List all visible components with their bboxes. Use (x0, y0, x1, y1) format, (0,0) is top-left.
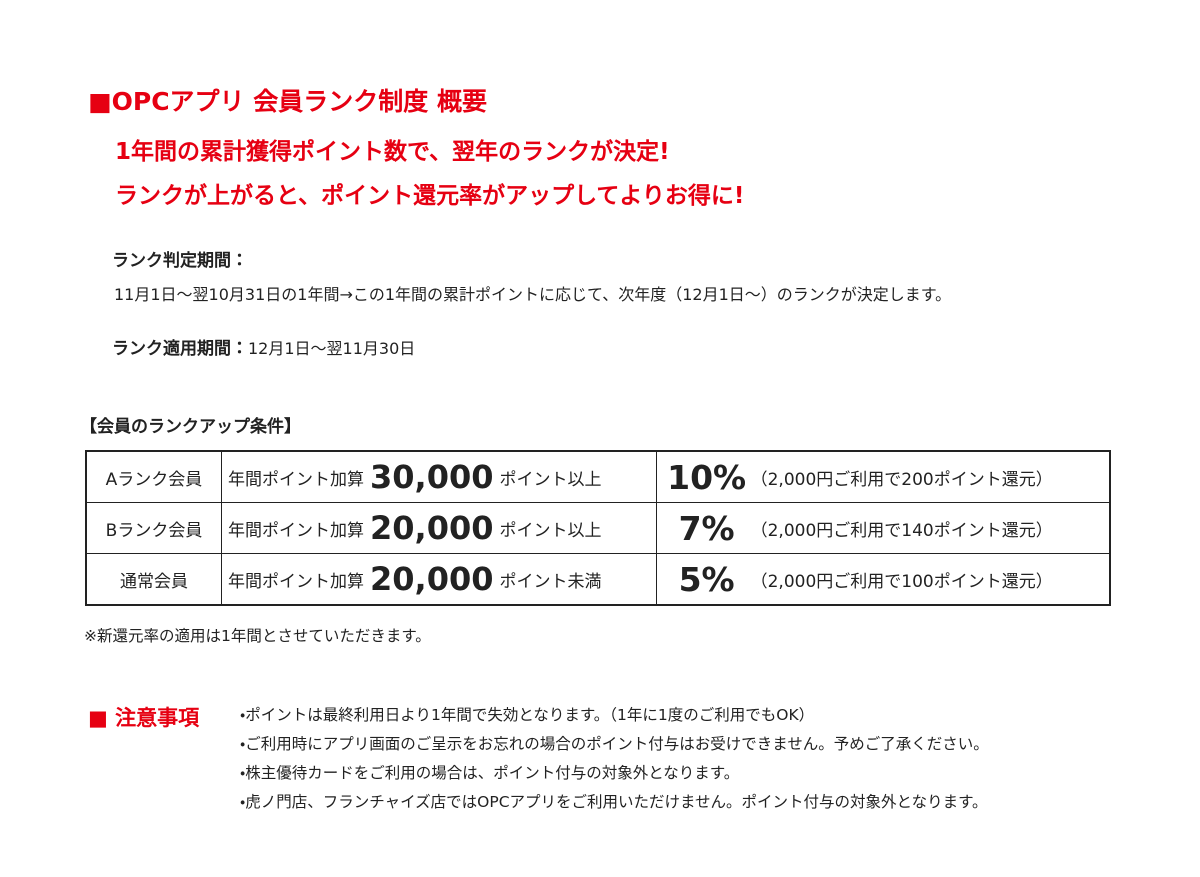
points-amount: 20,000 (370, 560, 494, 598)
reward-rate: 7% (678, 508, 735, 548)
table-row: Aランク会員 年間ポイント加算 30,000 ポイント以上 10% （2,000円ご利用で… (85, 450, 1111, 503)
condition: 年間ポイント加算 20,000 ポイント未満 (221, 553, 657, 606)
condition: 年間ポイント加算 20,000 ポイント以上 (221, 502, 657, 554)
rank-name: 通常会員 (85, 553, 222, 606)
condition-prefix: 年間ポイント加算 (228, 521, 364, 541)
table-row: 通常会員 年間ポイント加算 20,000 ポイント未満 5% （2,000円ご利用で100… (85, 553, 1111, 606)
reward-rate: 10% (667, 457, 747, 497)
rank-name: Aランク会員 (85, 450, 222, 503)
period-row: ランク適用期間：12月1日〜翌11月30日 (112, 334, 415, 359)
title: ■OPCアプリ 会員ランク制度 概要 (88, 87, 487, 116)
condition-suffix: ポイント未満 (499, 572, 602, 592)
note-item: ・ポイントは最終利用日より1年間で失効となります。（1年に1度のご利用でもOK） (240, 706, 815, 724)
points-amount: 20,000 (370, 509, 494, 547)
headline: ランクが上がると、ポイント還元率がアップしてよりお得に! (115, 183, 745, 209)
reward-note: （2,000円ご利用で140ポイント還元） (750, 520, 1053, 541)
reward: 10% （2,000円ご利用で200ポイント還元） (655, 450, 1111, 503)
reward-note: （2,000円ご利用で100ポイント還元） (750, 571, 1053, 592)
note-item: ・株主優待カードをご利用の場合は、ポイント付与の対象外となります。 (240, 764, 740, 782)
condition-prefix: 年間ポイント加算 (228, 572, 364, 592)
reward-rate: 5% (678, 559, 735, 599)
period-text: 12月1日〜翌11月30日 (248, 339, 416, 358)
note-item: ・ご利用時にアプリ画面のご呈示をお忘れの場合のポイント付与はお受けできません。予… (240, 735, 989, 753)
condition: 年間ポイント加算 30,000 ポイント以上 (221, 450, 657, 503)
reward: 7% （2,000円ご利用で140ポイント還元） (655, 502, 1111, 554)
period-text: 11月1日〜翌10月31日の1年間→この1年間の累計ポイントに応じて、次年度（1… (114, 285, 952, 304)
condition-prefix: 年間ポイント加算 (228, 470, 364, 490)
table-row: Bランク会員 年間ポイント加算 20,000 ポイント以上 7% （2,000円ご利用で1… (85, 502, 1111, 554)
condition-suffix: ポイント以上 (499, 521, 602, 541)
period-label: ランク適用期間： (112, 339, 248, 359)
rank-name: Bランク会員 (85, 502, 222, 554)
reward: 5% （2,000円ご利用で100ポイント還元） (655, 553, 1111, 606)
condition-suffix: ポイント以上 (499, 470, 602, 490)
reward-note: （2,000円ご利用で200ポイント還元） (750, 469, 1053, 490)
notes-title: ■ 注意事項 (88, 706, 200, 730)
rank-table: Aランク会員 年間ポイント加算 30,000 ポイント以上 10% （2,000円ご利用で… (85, 450, 1111, 606)
period-label: ランク判定期間： (112, 251, 248, 271)
table-title: 【会員のランクアップ条件】 (80, 417, 301, 437)
headline: 1年間の累計獲得ポイント数で、翌年のランクが決定! (115, 139, 670, 165)
note-item: ・虎ノ門店、フランチャイズ店ではOPCアプリをご利用いただけません。ポイント付与… (240, 793, 988, 811)
points-amount: 30,000 (370, 458, 494, 496)
footnote: ※新還元率の適用は1年間とさせていただきます。 (84, 627, 431, 645)
